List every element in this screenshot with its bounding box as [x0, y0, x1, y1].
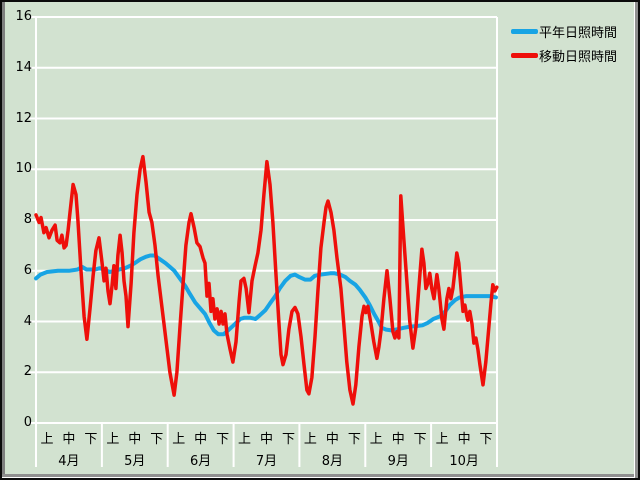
period-cell-4月: 上中下 [36, 427, 102, 447]
y-axis-label-0: 0 [23, 415, 32, 430]
legend-label-moving-sunshine: 移動日照時間 [539, 49, 618, 65]
period-label: 下 [281, 431, 295, 447]
period-label: 下 [150, 431, 164, 447]
month-label-5月: 5月 [124, 453, 146, 469]
period-cell-6月: 上中下 [168, 427, 234, 447]
period-cell-9月: 上中下 [365, 427, 431, 447]
legend-label-normal-sunshine: 平年日照時間 [539, 25, 618, 41]
month-label-10月: 10月 [449, 453, 479, 469]
period-label: 中 [391, 431, 405, 447]
period-label: 上 [435, 431, 449, 447]
period-label: 下 [413, 431, 427, 447]
x-axis-month-labels: 4月 5月 6月 7月 8月 9月 10月 [36, 449, 497, 469]
period-label: 中 [325, 431, 339, 447]
period-label: 中 [194, 431, 208, 447]
y-axis-label-14: 14 [15, 59, 32, 75]
series-moving-sunshine-line [34, 154, 499, 406]
red-line-swatch-icon [511, 52, 538, 58]
legend-item-moving-sunshine: 移動日照時間 [511, 43, 617, 67]
period-label: 下 [84, 431, 98, 447]
period-label: 下 [479, 431, 493, 447]
legend: 平年日照時間 移動日照時間 [511, 19, 617, 67]
month-label-8月: 8月 [321, 453, 343, 469]
period-cell-10月: 上中下 [431, 427, 497, 447]
y-axis-label-8: 8 [23, 212, 32, 227]
period-label: 上 [40, 431, 54, 447]
period-label: 上 [238, 431, 252, 447]
month-label-6月: 6月 [190, 453, 212, 469]
period-label: 中 [457, 431, 471, 447]
period-label: 下 [216, 431, 230, 447]
y-axis-label-4: 4 [23, 313, 32, 329]
y-axis-label-12: 12 [15, 110, 32, 126]
period-label: 上 [106, 431, 120, 447]
period-label: 下 [347, 431, 361, 447]
period-label: 上 [303, 431, 317, 447]
period-label: 中 [128, 431, 142, 447]
period-cell-8月: 上中下 [299, 427, 365, 447]
period-label: 上 [369, 431, 383, 447]
x-axis-period-labels: 上中下上中下上中下上中下上中下上中下上中下 [36, 427, 497, 447]
y-axis-label-6: 6 [23, 262, 32, 278]
y-axis-label-2: 2 [23, 364, 32, 380]
period-label: 中 [62, 431, 76, 447]
legend-item-normal-sunshine: 平年日照時間 [511, 19, 617, 43]
blue-line-swatch-icon [511, 28, 538, 34]
month-label-4月: 4月 [58, 453, 80, 469]
period-label: 上 [172, 431, 186, 447]
y-axis-label-10: 10 [15, 161, 32, 177]
month-label-9月: 9月 [387, 453, 409, 469]
period-cell-7月: 上中下 [234, 427, 300, 447]
period-label: 中 [260, 431, 274, 447]
y-axis-label-16: 16 [15, 9, 32, 24]
month-label-7月: 7月 [255, 453, 278, 469]
period-cell-5月: 上中下 [102, 427, 168, 447]
